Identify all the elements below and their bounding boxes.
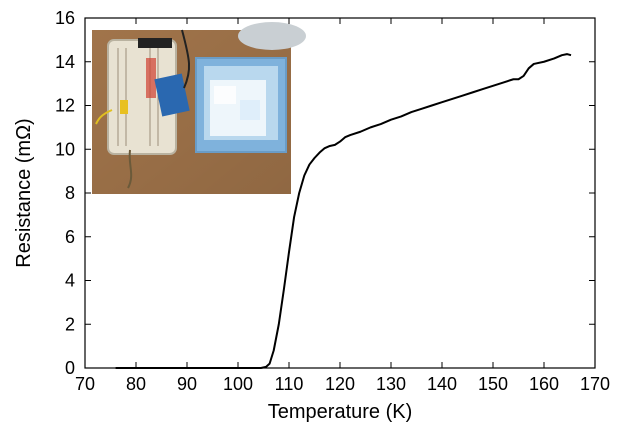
axes: 70 80 90 100 110 120 130 140 150 160 170 0 2 4 6 8 10 12 1… [55,8,610,394]
x-tick-label: 150 [478,374,508,394]
series-layer [115,53,572,369]
x-axis-label: Temperature (K) [268,401,413,423]
y-axis-label: Resistance (mΩ) [13,118,35,267]
y-tick-label: 10 [55,139,75,159]
y-tick-label: 2 [65,314,75,334]
lab-setup-photo [92,22,306,194]
y-tick-label: 0 [65,358,75,378]
x-tick-label: 80 [126,374,146,394]
x-tick-label: 120 [325,374,355,394]
x-tick-label: 130 [376,374,406,394]
x-tick-label: 160 [529,374,559,394]
y-tick-label: 14 [55,52,75,72]
y-tick-label: 4 [65,271,75,291]
x-tick-label: 140 [427,374,457,394]
x-tick-label: 110 [275,374,304,394]
series-line [115,53,572,369]
x-tick-label: 100 [223,374,253,394]
y-tick-label: 6 [65,227,75,247]
y-tick-label: 8 [65,183,75,203]
x-tick-label: 90 [177,374,197,394]
y-tick-label: 16 [55,8,75,28]
x-tick-label: 170 [580,374,610,394]
x-tick-label: 70 [75,374,95,394]
y-tick-label: 12 [55,96,75,116]
